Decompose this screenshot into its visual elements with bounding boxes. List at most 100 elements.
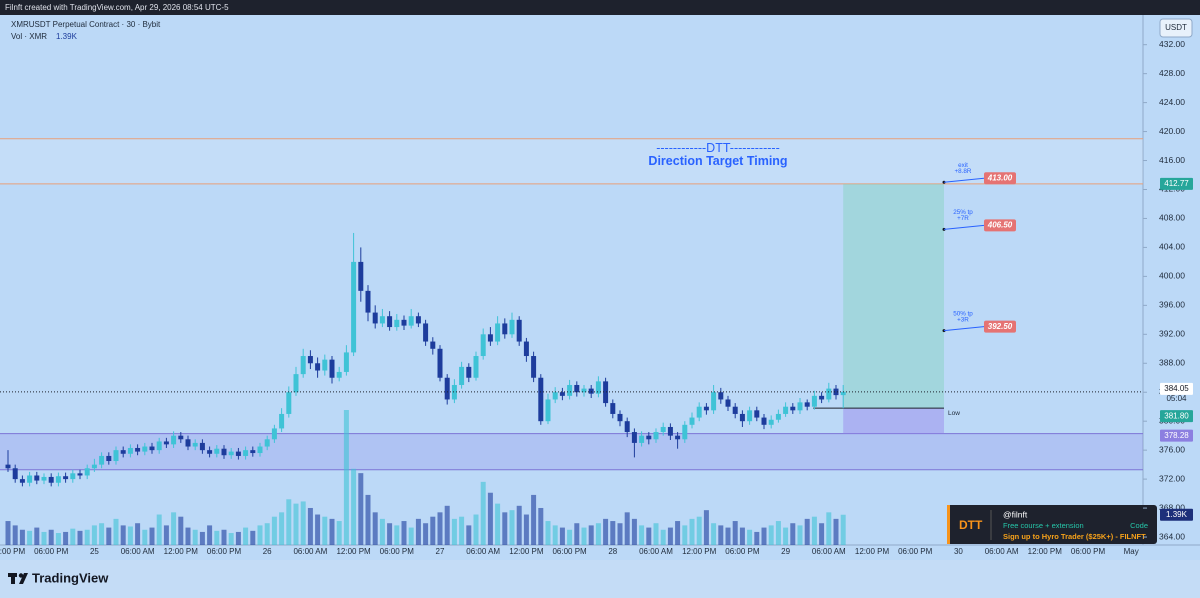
target-r: +8.8R	[955, 168, 972, 175]
volume-bar	[559, 527, 565, 545]
volume-bar	[63, 531, 69, 545]
volume-bar	[142, 529, 148, 545]
candle-body	[142, 446, 148, 452]
volume-tag-box	[1160, 508, 1193, 521]
volume-bar	[545, 521, 551, 545]
volume-bar	[689, 518, 695, 545]
volume-bar	[322, 516, 328, 545]
volume-bar	[351, 468, 357, 545]
volume-bar	[682, 525, 688, 545]
promo-line: Sign up to Hyro Trader ($25K+) - FILNFT	[1003, 532, 1146, 541]
logo: TradingView	[8, 570, 109, 585]
candle-body	[783, 406, 789, 414]
volume-bar	[271, 516, 277, 545]
candle-body	[77, 473, 83, 476]
volume-bar	[113, 518, 119, 545]
y-tick-label: 392.00	[1159, 329, 1185, 339]
candle-body	[19, 479, 25, 483]
candle-body	[646, 435, 652, 440]
candle-body	[365, 290, 371, 313]
candle-body	[639, 435, 645, 443]
volume-bar	[711, 523, 717, 545]
y-tick-label: 408.00	[1159, 213, 1185, 223]
candle-body	[523, 341, 529, 357]
candle-body	[819, 395, 825, 400]
candle-body	[250, 450, 256, 454]
volume-bar	[574, 523, 580, 545]
volume-bar	[135, 523, 141, 545]
x-tick-label: 12:00 PM	[336, 547, 371, 556]
x-tick-label: 06:00 PM	[380, 547, 415, 556]
x-tick-label: 06:00 AM	[466, 547, 500, 556]
x-tick-label: 25	[90, 547, 99, 556]
volume-bar	[207, 525, 213, 545]
candle-body	[315, 363, 321, 371]
candle-body	[415, 316, 421, 324]
candle-body	[243, 450, 249, 456]
x-tick-label: 06:00 PM	[207, 547, 242, 556]
x-tick-label: 29	[781, 547, 790, 556]
candle-body	[329, 359, 335, 378]
zone	[0, 138, 1143, 184]
volume-bar	[163, 525, 169, 545]
target-tag-box	[1160, 177, 1193, 190]
header-text: Filnft created with TradingView.com, Apr…	[5, 3, 229, 12]
countdown: 05:04	[1166, 394, 1187, 403]
volume-bar	[775, 521, 781, 545]
volume-bar	[307, 507, 313, 545]
y-tick-label: 368.00	[1159, 502, 1185, 512]
candle-body	[379, 316, 385, 324]
volume-bar	[199, 531, 205, 545]
volume-bar	[178, 516, 184, 545]
target-tag: 392.50	[988, 322, 1013, 331]
target-tag: 406.50	[987, 220, 1013, 229]
volume-bar	[91, 525, 97, 545]
candle-body	[257, 446, 263, 454]
volume-bar	[149, 527, 155, 545]
candle-body	[171, 435, 177, 445]
candle-body	[99, 455, 105, 465]
volume-bar	[358, 473, 364, 545]
volume-bar	[667, 527, 673, 545]
volume-bar	[804, 518, 810, 545]
candle-body	[502, 323, 508, 335]
volume-bar	[523, 514, 529, 545]
volume-bar	[768, 525, 774, 545]
candle-body	[401, 319, 407, 326]
x-tick-label: 12:00 PM	[0, 547, 25, 556]
candle-body	[703, 406, 709, 411]
x-tick-label: 12:00 PM	[1028, 547, 1063, 556]
zone-text: ------------DTT------------	[656, 141, 780, 155]
volume-bar	[451, 518, 457, 545]
x-tick-label: 12:00 PM	[682, 547, 717, 556]
candle-body	[286, 392, 292, 414]
candle-body	[185, 439, 191, 447]
volume-bar	[48, 529, 54, 545]
x-tick-label: 06:00 AM	[639, 547, 673, 556]
promo-handle: @filnft	[1003, 509, 1028, 519]
volume-bar	[538, 507, 544, 545]
candle-body	[12, 468, 18, 480]
volume-bar	[480, 481, 486, 545]
candle-body	[603, 381, 609, 404]
candle-body	[739, 413, 745, 422]
x-tick-label: 06:00 AM	[293, 547, 327, 556]
candle-body	[5, 464, 11, 469]
candle-body	[811, 395, 817, 407]
volume-bar	[430, 516, 436, 545]
candle-body	[631, 432, 637, 443]
candle-body	[437, 348, 443, 378]
volume-bar	[509, 510, 515, 545]
candle-body	[351, 261, 357, 353]
candle-body	[300, 356, 306, 375]
volume-bar	[401, 521, 407, 545]
candle-body	[55, 476, 61, 483]
candle-body	[127, 447, 133, 454]
volume-bar	[703, 510, 709, 545]
candle-body	[120, 450, 126, 454]
volume-bar	[365, 494, 371, 545]
candle-body	[135, 447, 141, 452]
target-r: +3R	[957, 316, 969, 323]
volume-bar	[495, 503, 501, 545]
x-tick-label: 06:00 PM	[725, 547, 760, 556]
